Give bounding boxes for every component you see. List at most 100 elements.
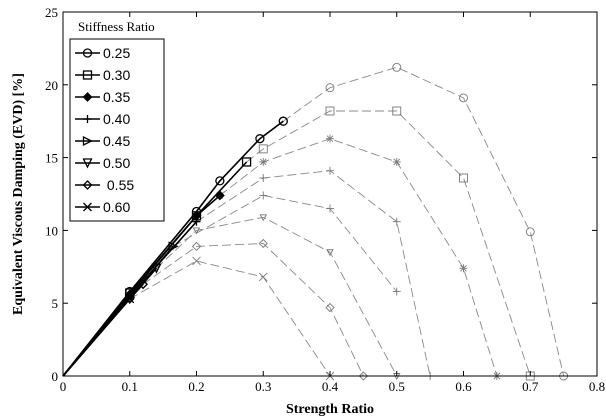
data-point-marker	[392, 106, 402, 116]
data-point-marker	[124, 293, 135, 304]
series	[125, 256, 335, 381]
x-axis-label: Strength Ratio	[286, 402, 374, 417]
series	[215, 134, 501, 380]
series-line	[219, 138, 498, 377]
data-point-marker	[83, 202, 92, 212]
legend-label: 0.40	[103, 111, 130, 127]
series	[278, 62, 569, 381]
legend-items: 0.25 0.30 0.35 0.40 0.45 0.50 0.55 0.60	[75, 45, 134, 215]
data-point-marker	[326, 134, 334, 143]
series-line	[196, 170, 431, 377]
data-point-marker	[326, 249, 334, 257]
data-point-marker	[392, 217, 401, 226]
data-point-marker	[259, 173, 268, 182]
data-point-marker	[392, 287, 401, 296]
data-point-marker	[168, 241, 179, 252]
legend-label: 0.25	[103, 45, 130, 61]
data-point-marker	[138, 279, 149, 290]
y-axis-label: Equivalent Viscous Damping (EVD) [%]	[11, 73, 26, 315]
x-tick-label: 0.8	[589, 379, 605, 394]
data-point-marker	[325, 106, 335, 116]
series	[192, 166, 435, 380]
legend-item: 0.25	[75, 45, 130, 61]
series	[242, 106, 535, 381]
y-tick-label: 0	[52, 369, 59, 384]
data-point-marker	[326, 204, 334, 213]
x-tick-label: 0	[60, 379, 67, 394]
data-point-marker	[192, 256, 201, 266]
data-point-marker	[258, 272, 268, 282]
data-point-marker	[325, 83, 335, 93]
data-point-marker	[241, 157, 252, 167]
data-point-marker	[392, 62, 402, 72]
legend-item: 0.45	[75, 133, 130, 149]
legend-label: 0.55	[103, 177, 134, 193]
legend-title: Stiffness Ratio	[78, 19, 155, 34]
y-tick-label: 10	[45, 223, 58, 238]
legend-label: 0.45	[103, 133, 130, 149]
data-point-marker	[325, 302, 335, 313]
data-point-marker	[192, 217, 201, 226]
x-tick-label: 0.6	[455, 379, 472, 394]
data-point-marker	[82, 70, 93, 80]
series-line	[129, 260, 331, 377]
data-point-marker	[82, 180, 93, 190]
data-point-marker	[358, 371, 369, 381]
data-point-marker	[215, 176, 225, 186]
y-tick-label: 25	[45, 5, 58, 20]
x-tick-label: 0.3	[255, 379, 271, 394]
x-tick-label: 0.2	[188, 379, 204, 394]
data-point-marker	[459, 264, 468, 273]
data-point-marker	[259, 191, 268, 200]
series-line	[142, 243, 364, 377]
data-point-marker	[259, 157, 268, 166]
y-tick-label: 5	[52, 296, 59, 311]
data-point-marker	[278, 116, 288, 126]
data-point-marker	[258, 144, 268, 154]
series	[62, 294, 135, 377]
series-line	[283, 66, 565, 377]
x-tick-label: 0.5	[389, 379, 405, 394]
series-layer	[62, 62, 569, 381]
legend-item: 0.60	[75, 199, 130, 215]
x-tick-label: 0.1	[122, 379, 138, 394]
legend-item: 0.50	[75, 155, 130, 171]
legend-label: 0.30	[103, 67, 130, 83]
data-point-marker	[82, 92, 93, 102]
y-tick-label: 20	[45, 78, 58, 93]
series-line	[172, 195, 398, 292]
legend-item: 0.35	[75, 89, 130, 105]
legend-label: 0.35	[103, 89, 130, 105]
series-line	[246, 110, 531, 377]
data-point-marker	[191, 241, 202, 252]
data-point-marker	[392, 157, 401, 166]
series-line	[62, 298, 131, 377]
ticks-layer: 0 0.1 0.2 0.3 0.4 0.5 0.6 0.7 0.8 0 5 10 15 20 25	[45, 5, 605, 394]
series	[169, 191, 401, 296]
x-tick-label: 0.4	[322, 379, 339, 394]
legend-label: 0.50	[103, 155, 130, 171]
legend-item: 0.55	[75, 177, 134, 193]
data-point-marker	[125, 294, 135, 304]
legend-label: 0.60	[103, 199, 130, 215]
data-point-marker	[82, 48, 93, 58]
data-point-marker	[82, 158, 93, 169]
data-point-marker	[259, 214, 268, 222]
data-point-marker	[459, 173, 468, 183]
data-point-marker	[459, 93, 468, 103]
data-point-marker	[192, 227, 201, 235]
legend-box	[69, 38, 165, 222]
data-point-marker	[151, 263, 162, 274]
data-point-marker	[525, 227, 535, 237]
data-point-marker	[82, 135, 93, 147]
data-point-marker	[83, 115, 92, 123]
legend: Stiffness Ratio 0.25 0.30 0.35 0.40 0.45 0.50…	[69, 19, 165, 222]
series	[138, 238, 369, 381]
data-point-marker	[214, 190, 225, 201]
series-line	[156, 216, 398, 377]
legend-item: 0.30	[75, 67, 130, 83]
y-tick-label: 15	[45, 151, 58, 166]
data-point-marker	[255, 134, 265, 144]
legend-item: 0.40	[75, 111, 130, 127]
